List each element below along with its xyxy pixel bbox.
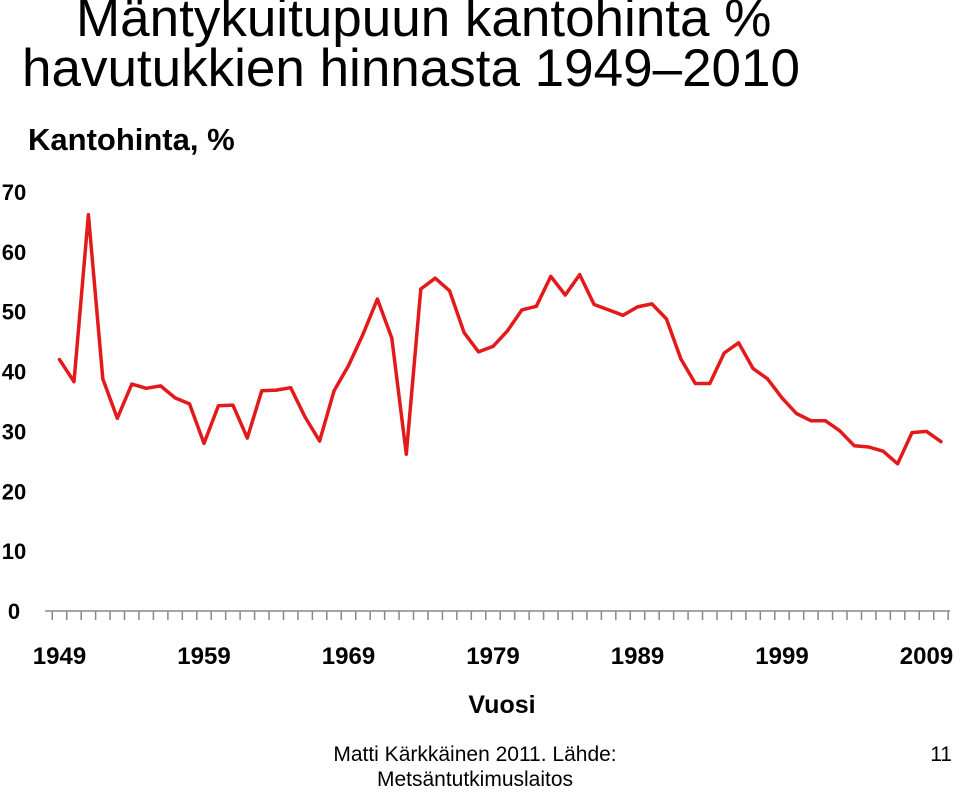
data-point [462, 331, 466, 335]
data-point [318, 439, 322, 443]
title-line-1: Mäntykuitupuun kantohinta % [76, 0, 772, 48]
data-point [144, 386, 148, 390]
y-tick-label: 40 [2, 360, 26, 385]
footer-credit: Matti Kärkkäinen 2011. Lähde: Metsäntutk… [310, 742, 640, 792]
slide-title: Mäntykuitupuun kantohinta % havutukkien … [22, 0, 952, 98]
data-point [289, 386, 293, 390]
y-tick-label: 30 [2, 419, 26, 444]
x-tick-label: 1999 [755, 643, 808, 670]
data-point [375, 297, 379, 301]
line-chart: Kantohinta, % Vuosi 0 10 20 30 40 50 60 70 1949… [2, 122, 953, 719]
data-point [635, 305, 640, 309]
data-point [72, 380, 76, 384]
data-point [86, 213, 90, 217]
footer-credit-line-1: Matti Kärkkäinen 2011. Lähde: [333, 743, 617, 766]
data-point [737, 341, 741, 345]
data-point [664, 317, 669, 321]
data-point [448, 289, 452, 293]
y-tick-label: 50 [2, 300, 26, 325]
x-tick-label: 1989 [611, 643, 664, 670]
data-point [260, 389, 264, 393]
data-point [852, 444, 856, 448]
data-point [173, 396, 177, 400]
data-point [115, 416, 119, 420]
data-point [390, 336, 394, 340]
data-point [274, 388, 278, 392]
data-point [476, 350, 481, 354]
data-point [780, 396, 784, 400]
data-point [534, 304, 538, 308]
data-point [838, 429, 842, 433]
data-point [361, 332, 365, 337]
data-point [823, 419, 827, 423]
data-point [896, 462, 900, 466]
data-point [101, 377, 105, 381]
x-tick-label: 1979 [466, 643, 519, 670]
x-tick-label: 1949 [33, 643, 86, 670]
title-line-2: havutukkien hinnasta 1949–2010 [22, 39, 800, 98]
data-point [751, 366, 755, 371]
data-point [346, 363, 351, 368]
data-point [881, 449, 885, 453]
data-point [505, 329, 510, 333]
data-point [419, 287, 423, 291]
x-tick-label: 1969 [322, 643, 375, 670]
footer-credit-line-2: Metsäntutkimuslaitos [376, 768, 574, 791]
data-point [130, 382, 134, 386]
data-point [202, 441, 206, 445]
x-axis-label: Vuosi [468, 691, 535, 719]
slide-number: 11 [930, 743, 952, 766]
data-point [404, 452, 408, 456]
data-point [563, 293, 567, 297]
y-tick-label: 0 [8, 599, 20, 624]
data-point [245, 436, 249, 440]
x-tick-label: 2009 [900, 643, 953, 670]
y-tick-label: 70 [2, 180, 26, 205]
data-point [693, 381, 697, 386]
data-point [520, 308, 524, 312]
data-point [433, 276, 437, 280]
data-point [159, 384, 163, 388]
data-point [231, 403, 235, 407]
data-point [910, 431, 914, 435]
data-point [332, 389, 336, 393]
data-point [57, 358, 62, 362]
data-point [679, 357, 683, 361]
data-point [867, 445, 871, 449]
data-point [809, 419, 813, 423]
y-axis-label: Kantohinta, % [28, 122, 235, 157]
data-point [924, 429, 929, 434]
data-point [607, 308, 611, 312]
series-line [57, 212, 943, 466]
data-point [708, 381, 712, 386]
data-point [722, 351, 726, 355]
data-point [491, 344, 495, 349]
y-tick-label: 10 [2, 539, 26, 564]
data-point [216, 404, 221, 408]
data-point [794, 411, 799, 416]
data-point [303, 415, 307, 419]
y-tick-label: 20 [2, 479, 26, 504]
data-point [621, 313, 625, 317]
data-point [650, 302, 654, 306]
data-point [765, 377, 770, 381]
data-point [578, 273, 582, 277]
data-point [549, 274, 553, 278]
x-tick-label: 1959 [177, 643, 230, 670]
data-point [939, 440, 943, 444]
y-tick-label: 60 [2, 240, 26, 265]
data-point [187, 402, 192, 406]
data-point [592, 302, 596, 307]
